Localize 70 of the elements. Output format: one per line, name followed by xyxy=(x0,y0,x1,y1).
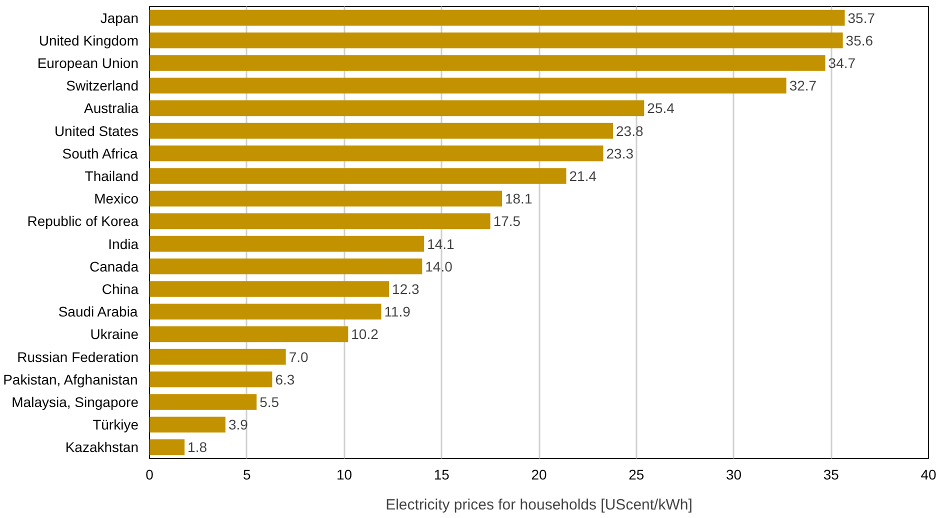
data-label: 21.4 xyxy=(569,168,597,184)
x-tick-label: 35 xyxy=(823,466,840,482)
x-tick-label: 10 xyxy=(336,466,352,482)
y-tick-label: Türkiye xyxy=(92,416,139,433)
data-label: 23.8 xyxy=(616,122,644,139)
bar xyxy=(150,348,286,365)
bar xyxy=(150,416,226,433)
y-tick-label: Mexico xyxy=(94,190,139,207)
y-tick-label: Japan xyxy=(100,10,139,26)
y-tick-label: Australia xyxy=(84,100,139,116)
bar xyxy=(150,304,382,320)
y-tick-label: Switzerland xyxy=(66,78,139,94)
data-label: 14.1 xyxy=(427,236,455,252)
x-tick-label: 5 xyxy=(242,466,251,482)
bar xyxy=(150,122,614,139)
y-tick-label: United States xyxy=(54,122,139,139)
x-tick-label: 15 xyxy=(434,466,450,482)
y-tick-label: Republic of Korea xyxy=(27,213,139,230)
data-label: 5.5 xyxy=(260,394,280,410)
bar xyxy=(150,394,257,410)
data-label: 35.7 xyxy=(848,10,876,26)
x-tick-label: 0 xyxy=(146,466,154,482)
data-label: 12.3 xyxy=(392,281,420,297)
bar xyxy=(150,78,786,94)
y-tick-label: Kazakhstan xyxy=(65,439,139,456)
data-label: 3.9 xyxy=(228,416,248,433)
data-label: 23.3 xyxy=(606,145,634,162)
y-tick-label: Malaysia, Singapore xyxy=(12,394,139,410)
x-tick-label: 25 xyxy=(628,466,644,482)
data-label: 35.6 xyxy=(846,32,874,48)
bar xyxy=(150,145,604,162)
bar xyxy=(150,100,644,116)
y-tick-label: China xyxy=(102,281,139,297)
y-tick-label: Russian Federation xyxy=(17,348,139,365)
bar xyxy=(150,190,502,207)
bar xyxy=(150,258,422,274)
bar xyxy=(150,439,185,456)
x-tick-label: 40 xyxy=(920,466,936,482)
y-tick-label: European Union xyxy=(37,55,138,71)
bar xyxy=(150,10,845,26)
data-label: 11.9 xyxy=(384,304,411,320)
x-tick-label: 30 xyxy=(726,466,742,482)
bar xyxy=(150,168,566,184)
y-tick-label: Pakistan, Afghanistan xyxy=(3,371,138,388)
data-label: 32.7 xyxy=(789,78,817,94)
data-label: 14.0 xyxy=(425,258,453,274)
y-tick-label: India xyxy=(108,236,139,252)
y-tick-label: Canada xyxy=(89,258,139,274)
data-label: 7.0 xyxy=(288,348,308,365)
data-label: 34.7 xyxy=(828,55,856,71)
data-label: 18.1 xyxy=(504,190,532,207)
bar xyxy=(150,281,390,297)
x-axis-title: Electricity prices for households [UScent/kWh] xyxy=(386,496,692,514)
y-tick-label: Ukraine xyxy=(90,326,139,342)
bar xyxy=(150,371,272,388)
data-label: 17.5 xyxy=(493,213,521,230)
y-tick-label: United Kingdom xyxy=(38,32,139,48)
y-tick-label: Saudi Arabia xyxy=(58,304,138,320)
data-label: 6.3 xyxy=(275,371,295,388)
x-tick-label: 20 xyxy=(531,466,547,482)
bar xyxy=(150,326,348,342)
bar xyxy=(150,236,424,252)
bar xyxy=(150,32,843,48)
bar xyxy=(150,55,826,71)
data-label: 1.8 xyxy=(188,439,208,456)
data-label: 25.4 xyxy=(647,100,675,116)
y-tick-label: Thailand xyxy=(84,168,138,184)
bar xyxy=(150,213,490,230)
data-label: 10.2 xyxy=(351,326,379,342)
y-tick-label: South Africa xyxy=(62,145,138,162)
